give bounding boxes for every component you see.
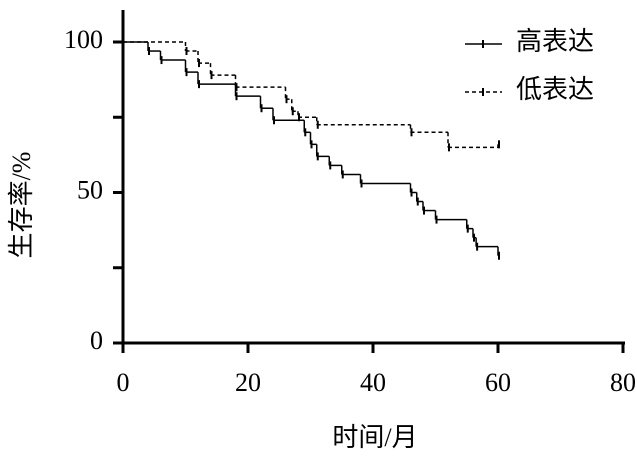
x-tick-label: 0 [117, 368, 130, 397]
x-tick-label: 40 [360, 368, 386, 397]
y-axis-label: 生存率/% [7, 152, 36, 259]
y-tick-label: 100 [64, 25, 103, 54]
legend-label: 高表达 [516, 27, 594, 56]
x-tick-label: 80 [610, 368, 636, 397]
legend-label: 低表达 [516, 75, 594, 104]
x-tick-label: 60 [485, 368, 511, 397]
x-tick-label: 20 [235, 368, 261, 397]
y-tick-label: 0 [90, 326, 103, 355]
x-axis-label: 时间/月 [332, 423, 417, 452]
y-tick-label: 50 [77, 175, 103, 204]
